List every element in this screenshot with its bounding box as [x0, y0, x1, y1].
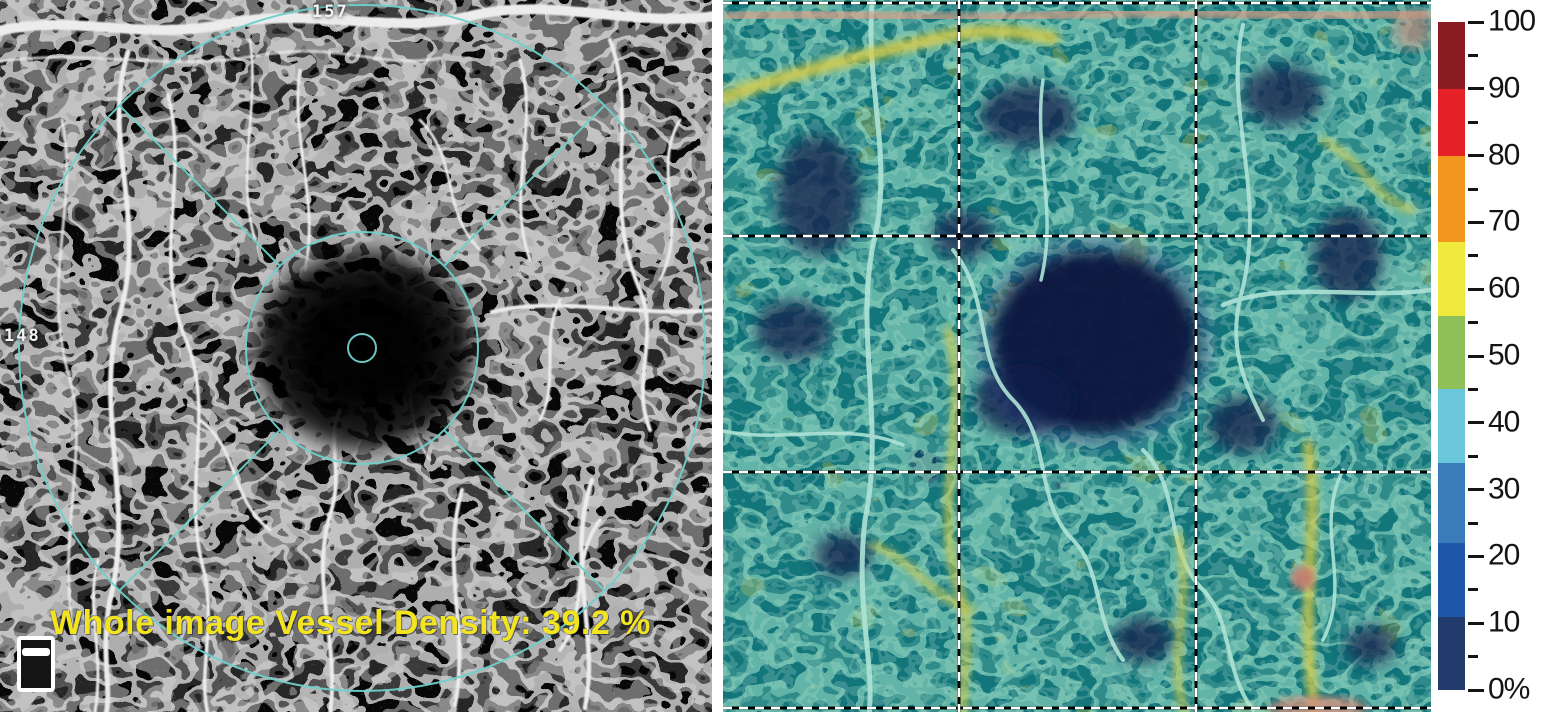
colorbar-band	[1438, 88, 1465, 156]
colorbar-major-tick	[1468, 287, 1484, 291]
colorbar-band	[1438, 315, 1465, 390]
vessel-density-caption: Whole image Vessel Density: 39.2 %	[50, 604, 651, 642]
colorbar-major-tick	[1468, 554, 1484, 558]
colorbar-major-tick	[1468, 688, 1484, 692]
colorbar-major-tick	[1468, 621, 1484, 625]
colorbar-tick-label: 10	[1488, 605, 1520, 639]
colorbar-tick-label: 50	[1488, 338, 1520, 372]
colorbar-tick-label: 100	[1488, 4, 1536, 38]
colorbar-minor-tick	[1468, 655, 1478, 659]
colorbar-minor-tick	[1468, 120, 1478, 124]
etdrs-center-circle	[347, 333, 377, 363]
colorbar-minor-tick	[1468, 521, 1478, 525]
colorbar-band	[1438, 616, 1465, 690]
vessel-density-heatmap-image	[723, 0, 1431, 712]
colorbar	[1438, 22, 1465, 690]
colorbar-band	[1438, 22, 1465, 89]
etdrs-diagonal-ne	[443, 104, 606, 267]
colorbar-minor-tick	[1468, 454, 1478, 458]
colorbar-minor-tick	[1468, 588, 1478, 592]
colorbar-major-tick	[1468, 20, 1484, 24]
colorbar-tick-label: 80	[1488, 137, 1520, 171]
etdrs-diagonal-se	[443, 429, 606, 592]
colorbar-major-tick	[1468, 87, 1484, 91]
colorbar-band	[1438, 462, 1465, 544]
colorbar-band	[1438, 155, 1465, 243]
octa-angiogram-image	[0, 0, 712, 712]
scan-index-side: 148	[4, 326, 41, 346]
colorbar-tick-label: 30	[1488, 471, 1520, 505]
vessel-density-map-panel	[723, 0, 1431, 712]
sector-grid-overlay	[723, 0, 1431, 712]
colorbar-band	[1438, 389, 1465, 463]
colorbar-major-tick	[1468, 354, 1484, 358]
colorbar-minor-tick	[1468, 53, 1478, 57]
etdrs-inner-circle	[245, 231, 479, 465]
colorbar-tick-label: 70	[1488, 204, 1520, 238]
low-density-patches	[755, 65, 1396, 665]
density-map-vessels-cyan	[723, 0, 1431, 712]
colorbar-tick-label: 60	[1488, 271, 1520, 305]
colorbar-minor-tick	[1468, 187, 1478, 191]
colorbar-major-tick	[1468, 488, 1484, 492]
colorbar-tick-label: 20	[1488, 538, 1520, 572]
colorbar-minor-tick	[1468, 321, 1478, 325]
colorbar-tick-label: 90	[1488, 71, 1520, 105]
colorbar-minor-tick	[1468, 254, 1478, 258]
scan-index-top: 157	[312, 2, 349, 22]
colorbar-ticks: 100 90 80 70 60 50 40 30 20 10 0%	[1466, 4, 1544, 705]
colorbar-minor-tick	[1468, 387, 1478, 391]
density-map-vessels-yellow	[723, 24, 1416, 712]
slab-layer-icon	[17, 636, 55, 692]
colorbar-major-tick	[1468, 154, 1484, 158]
octa-grayscale-panel: 157 148 Whole image Vessel Density: 39.2…	[0, 0, 712, 712]
colorbar-band	[1438, 543, 1465, 617]
colorbar-band	[1438, 242, 1465, 316]
etdrs-outer-circle	[18, 4, 706, 692]
etdrs-grid-overlay	[18, 4, 706, 692]
etdrs-diagonal-sw	[118, 429, 281, 592]
colorbar-tick-label: 0%	[1488, 672, 1530, 706]
colorbar-major-tick	[1468, 421, 1484, 425]
colorbar-tick-label: 40	[1488, 405, 1520, 439]
colorbar-major-tick	[1468, 220, 1484, 224]
etdrs-diagonal-nw	[118, 104, 281, 267]
retinal-vessels	[0, 4, 712, 712]
